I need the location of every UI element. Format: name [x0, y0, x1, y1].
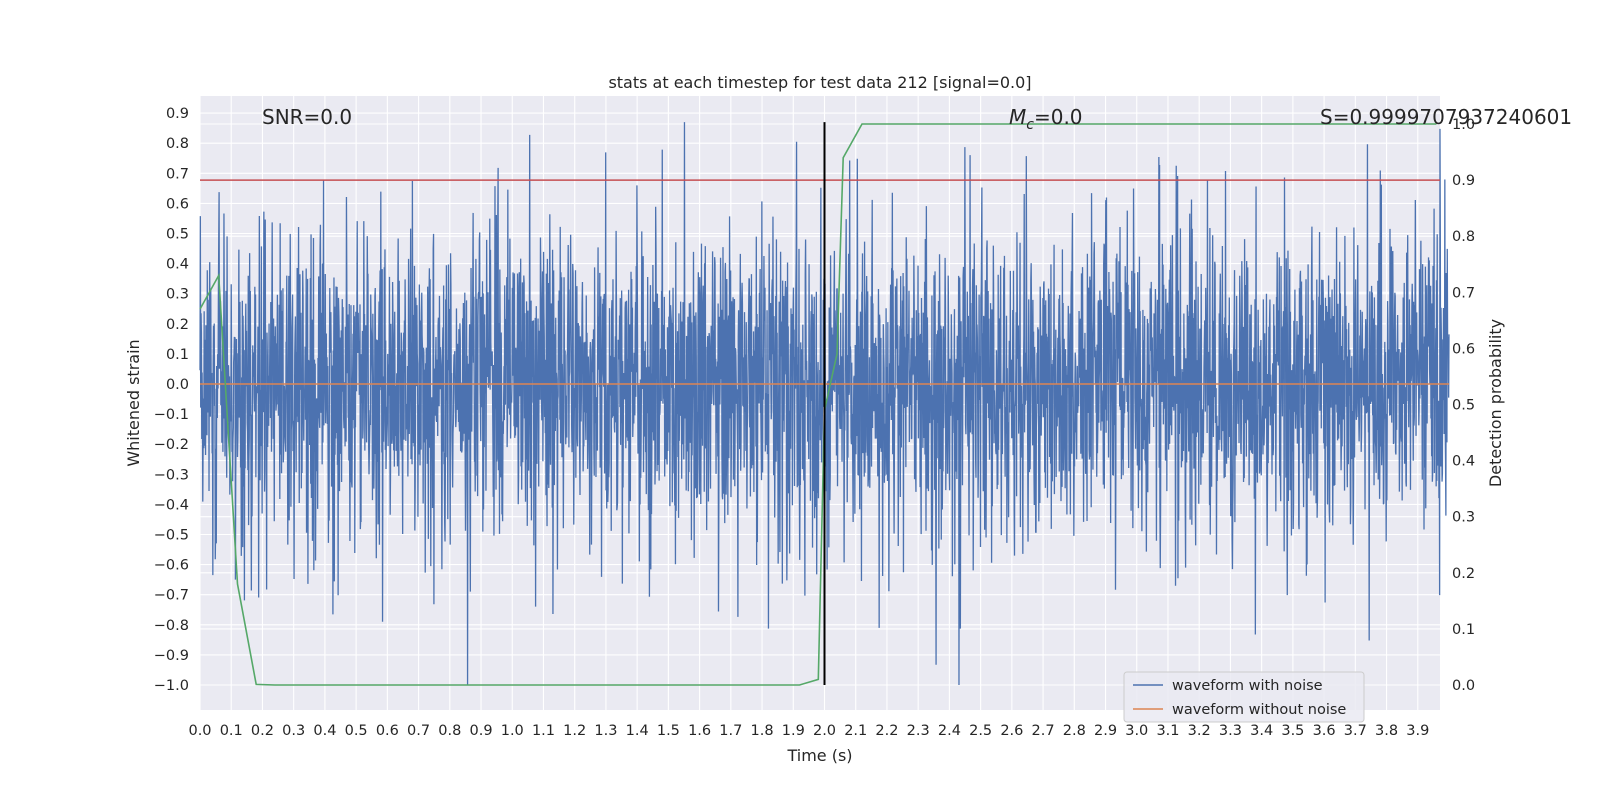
x-tick-label: 0.8	[438, 723, 461, 739]
x-tick-label: 0.5	[345, 723, 368, 739]
y-tick-label: −0.4	[154, 497, 189, 513]
y-tick-label: 0.6	[166, 196, 189, 212]
x-tick-label: 3.3	[1219, 723, 1242, 739]
x-tick-label: 0.7	[407, 723, 430, 739]
y-tick-label: 0.0	[166, 377, 189, 393]
y-tick-label: 0.7	[166, 166, 189, 182]
chirp-mass-annotation: Mc=0.0	[1009, 105, 1083, 133]
x-tick-label: 1.1	[532, 723, 555, 739]
x-axis-ticks: 0.0 0.1 0.2 0.3 0.4 0.5 0.6 0.7 0.8 0.9 1.0 1.1 1.2 1…	[188, 723, 1429, 739]
x-tick-label: 0.9	[469, 723, 492, 739]
x-tick-label: 0.3	[282, 723, 305, 739]
y-tick-label: −0.1	[154, 407, 189, 423]
x-tick-label: 1.8	[751, 723, 774, 739]
legend-label-with-noise: waveform with noise	[1172, 678, 1323, 694]
x-tick-label: 3.2	[1188, 723, 1211, 739]
y2-tick-label: 0.8	[1452, 229, 1475, 245]
x-tick-label: 1.4	[626, 723, 649, 739]
y2-tick-label: 0.6	[1452, 341, 1475, 357]
significance-annotation: S=0.9999707937240601	[1320, 105, 1572, 129]
y2-tick-label: 0.9	[1452, 173, 1475, 189]
x-tick-label: 3.0	[1125, 723, 1148, 739]
y-tick-label: 0.5	[166, 227, 189, 243]
chirp-mass-symbol: M	[1009, 105, 1026, 129]
y-tick-label: 0.1	[166, 347, 189, 363]
y2-tick-label: 0.7	[1452, 285, 1475, 301]
x-tick-label: 2.6	[1000, 723, 1023, 739]
x-tick-label: 3.6	[1313, 723, 1336, 739]
x-tick-label: 2.9	[1094, 723, 1117, 739]
x-tick-label: 0.0	[188, 723, 211, 739]
chirp-mass-value: =0.0	[1034, 105, 1083, 129]
x-tick-label: 0.4	[313, 723, 336, 739]
legend: waveform with noise waveform without noi…	[1123, 671, 1365, 723]
y-axis-label: Whitened strain	[124, 339, 143, 466]
chart-title: stats at each timestep for test data 212…	[608, 73, 1031, 92]
x-tick-label: 2.0	[813, 723, 836, 739]
y2-tick-label: 0.5	[1452, 398, 1475, 414]
y-tick-label: 0.8	[166, 136, 189, 152]
x-tick-label: 1.5	[657, 723, 680, 739]
x-tick-label: 2.8	[1063, 723, 1086, 739]
snr-annotation: SNR=0.0	[262, 105, 352, 129]
y-tick-label: −0.8	[154, 618, 189, 634]
y2-axis-ticks: 1.0 0.9 0.8 0.7 0.6 0.5 0.4 0.3 0.2 0.1 0.0	[1452, 117, 1475, 694]
x-tick-label: 3.9	[1406, 723, 1429, 739]
x-tick-label: 1.0	[501, 723, 524, 739]
x-tick-label: 2.3	[907, 723, 930, 739]
y-tick-label: −0.2	[154, 437, 189, 453]
y-tick-label: −0.6	[154, 558, 189, 574]
y2-tick-label: 0.4	[1452, 454, 1475, 470]
y-tick-label: −0.3	[154, 467, 189, 483]
legend-box	[1123, 671, 1365, 723]
y-tick-label: 0.9	[166, 106, 189, 122]
x-tick-label: 0.1	[220, 723, 243, 739]
x-tick-label: 2.1	[844, 723, 867, 739]
x-tick-label: 2.2	[875, 723, 898, 739]
y2-tick-label: 0.3	[1452, 510, 1475, 526]
detection-probability-line	[199, 123, 1437, 686]
y-axis-ticks: 0.9 0.8 0.7 0.6 0.5 0.4 0.3 0.2 0.1 0.0 −0.1 −0.2 −0…	[154, 106, 189, 694]
x-tick-label: 2.4	[938, 723, 961, 739]
x-tick-label: 0.6	[376, 723, 399, 739]
x-tick-label: 2.5	[969, 723, 992, 739]
x-tick-label: 3.5	[1281, 723, 1304, 739]
y2-axis-label: Detection probability	[1486, 319, 1505, 487]
y2-tick-label: 0.1	[1452, 622, 1475, 638]
x-tick-label: 2.7	[1032, 723, 1055, 739]
x-tick-label: 1.2	[563, 723, 586, 739]
y-tick-label: −0.9	[154, 648, 189, 664]
y2-tick-label: 1.0	[1452, 117, 1475, 133]
legend-label-without-noise: waveform without noise	[1172, 702, 1346, 718]
x-tick-label: 3.4	[1250, 723, 1273, 739]
y-tick-label: 0.2	[166, 317, 189, 333]
x-tick-label: 1.7	[719, 723, 742, 739]
y-tick-label: 0.4	[166, 257, 189, 273]
x-tick-label: 3.1	[1156, 723, 1179, 739]
x-tick-label: 3.7	[1344, 723, 1367, 739]
chirp-mass-subscript: c	[1026, 117, 1034, 133]
y-tick-label: −1.0	[154, 678, 189, 694]
y-tick-label: 0.3	[166, 287, 189, 303]
y-tick-label: −0.7	[154, 588, 189, 604]
y2-tick-label: 0.2	[1452, 566, 1475, 582]
x-tick-label: 3.8	[1375, 723, 1398, 739]
y2-tick-label: 0.0	[1452, 678, 1475, 694]
x-tick-label: 0.2	[251, 723, 274, 739]
x-axis-label: Time (s)	[786, 746, 852, 765]
x-tick-label: 1.6	[688, 723, 711, 739]
x-tick-label: 1.3	[594, 723, 617, 739]
y-tick-label: −0.5	[154, 528, 189, 544]
x-tick-label: 1.9	[782, 723, 805, 739]
